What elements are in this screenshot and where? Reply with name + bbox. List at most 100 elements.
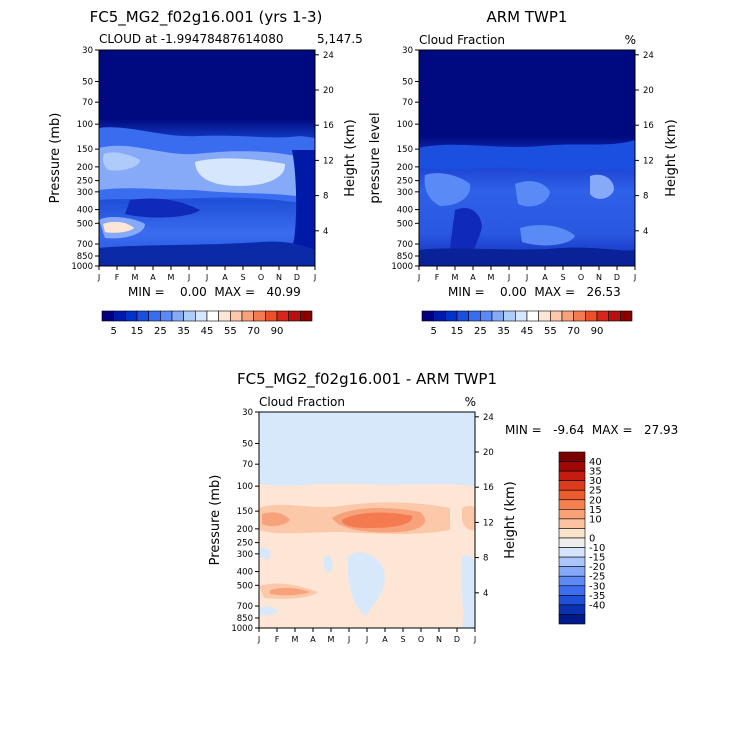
panel2-colorbar-swatch <box>468 310 481 322</box>
panel2-x-tick-label: J <box>525 273 528 282</box>
panel2-y-tick-label: 500 <box>397 219 413 229</box>
panel1-base-dark <box>99 241 315 266</box>
panel2-colorbar-swatch <box>561 310 574 322</box>
panel1-y-tick-label: 1000 <box>71 262 93 272</box>
panel1-y-tick-label: 250 <box>77 177 93 187</box>
panel2-colorbar-label: 45 <box>521 326 534 337</box>
panel3-colorbar-swatch <box>558 518 586 529</box>
panel2-colorbar-label: 70 <box>567 326 580 337</box>
panel3-colorbar-label: -30 <box>589 581 605 592</box>
panel3-x-tick-label: M <box>328 635 335 644</box>
panel1-y2-tick-label: 20 <box>323 86 334 96</box>
panel3-neg-strip <box>323 555 333 573</box>
panel3-colorbar-label: 15 <box>589 505 602 516</box>
panel1-colorbar-label: 25 <box>154 326 167 337</box>
panel2-colorbar-label: 25 <box>474 326 487 337</box>
panel2-title: ARM TWP1 <box>487 8 568 26</box>
panel1-x-tick-label: A <box>222 273 228 282</box>
panel1-colorbar-label: 70 <box>247 326 260 337</box>
panel3-colorbar-swatch <box>558 566 586 577</box>
panel2-colorbar-swatch <box>620 310 633 322</box>
panel3-colorbar-swatch <box>558 461 586 472</box>
panel3-y-axis-label-right: Height (km) <box>503 481 518 558</box>
panel3-colorbar-swatch <box>558 537 586 548</box>
panel2-colorbar-swatch <box>445 310 458 322</box>
panel3-y2-tick-label: 24 <box>483 413 494 423</box>
panel1-colorbar-swatch <box>148 310 161 322</box>
panel1-colorbar-swatch <box>183 310 196 322</box>
panel2-colorbar-swatch <box>480 310 493 322</box>
panel1-x-tick-label: S <box>240 273 245 282</box>
panel3-right-edge-positive <box>462 505 475 531</box>
panel-model: FC5_MG2_f02g16.001 (yrs 1-3) CLOUD at -1… <box>48 8 363 337</box>
panel2-colorbar-swatch <box>608 310 621 322</box>
panel3-colorbar-label: 25 <box>589 486 602 497</box>
panel1-colorbar-label: 90 <box>271 326 284 337</box>
panel2-x-tick-label: J <box>417 273 420 282</box>
panel1-colorbar-swatch <box>265 310 278 322</box>
panel3-max-core <box>342 512 413 528</box>
panel1-x-tick-label: D <box>294 273 300 282</box>
panel3-x-tick-label: O <box>418 635 424 644</box>
panel3-y2-tick-label: 16 <box>483 483 494 493</box>
panel1-x-tick-label: J <box>97 273 100 282</box>
panel3-colorbar-label: -40 <box>589 600 605 611</box>
panel3-heatmap-field <box>259 412 475 628</box>
panel2-x-tick-label: N <box>596 273 602 282</box>
panel2-y2-tick-label: 4 <box>643 227 648 237</box>
panel3-x-tick-label: F <box>275 635 280 644</box>
panel1-colorbar-label: 5 <box>110 326 116 337</box>
panel1-x-tick-label: M <box>168 273 175 282</box>
panel3-colorbar-swatch <box>558 451 586 462</box>
panel3-y-tick-label: 200 <box>237 525 253 535</box>
panel3-colorbar-label: 35 <box>589 467 602 478</box>
panel3-y-tick-label: 100 <box>237 482 253 492</box>
panel1-colorbar-swatch <box>206 310 219 322</box>
panel3-units: % <box>465 395 476 409</box>
panel2-y2-tick-label: 12 <box>643 156 654 166</box>
panel3-colorbar-label: -20 <box>589 562 605 573</box>
panel2-base-dark <box>419 247 635 266</box>
panel2-y-tick-label: 300 <box>397 188 413 198</box>
panel2-y-tick-label: 50 <box>402 77 413 87</box>
panel2-cloud-patch-b <box>590 174 614 199</box>
panel3-y-tick-label: 400 <box>237 568 253 578</box>
panel3-low-positive-core <box>270 587 310 596</box>
panel1-colorbar-swatch <box>300 310 313 322</box>
panel1-colorbar-label: 15 <box>131 326 144 337</box>
panel3-colorbar-label: 30 <box>589 476 602 487</box>
panel1-x-tick-label: M <box>132 273 139 282</box>
panel1-y-tick-label: 850 <box>77 252 93 262</box>
panel3-colorbar-label: -25 <box>589 572 605 583</box>
panel3-y-tick-label: 70 <box>242 460 253 470</box>
panel-difference: FC5_MG2_f02g16.001 - ARM TWP1 Cloud Frac… <box>208 370 678 644</box>
panel2-colorbar-label: 35 <box>497 326 510 337</box>
panel1-colorbar-swatch <box>253 310 266 322</box>
panel2-x-tick-label: A <box>470 273 476 282</box>
panel1-colorbar-swatch <box>288 310 301 322</box>
panel1-colorbar-swatch <box>218 310 231 322</box>
panel1-y-axis-label: Pressure (mb) <box>48 113 63 204</box>
panel1-y-tick-label: 500 <box>77 219 93 229</box>
panel3-colorbar-swatch <box>558 470 586 481</box>
panel2-colorbar-label: 5 <box>430 326 436 337</box>
panel2-x-tick-label: A <box>542 273 548 282</box>
panel2-colorbar-swatch <box>585 310 598 322</box>
panel3-x-tick-label: J <box>473 635 476 644</box>
panel1-low-cloud-core <box>103 221 134 233</box>
panel1-y-tick-label: 30 <box>82 46 93 56</box>
panel1-subtitle: CLOUD at -1.99478487614080 <box>99 32 283 46</box>
panel1-colorbar-label: 55 <box>224 326 237 337</box>
panel3-y-tick-label: 500 <box>237 581 253 591</box>
panel3-y2-tick-label: 12 <box>483 518 494 528</box>
panel2-colorbar-label: 15 <box>451 326 464 337</box>
panel2-low-patch <box>520 225 575 246</box>
panel2-y-axis-label-right: Height (km) <box>664 119 679 196</box>
panel1-colorbar-swatch <box>101 310 114 322</box>
panel2-colorbar-swatch <box>515 310 528 322</box>
panel3-x-tick-label: M <box>292 635 299 644</box>
panel2-y-tick-label: 1000 <box>391 262 413 272</box>
panel3-y2-tick-label: 20 <box>483 448 494 458</box>
